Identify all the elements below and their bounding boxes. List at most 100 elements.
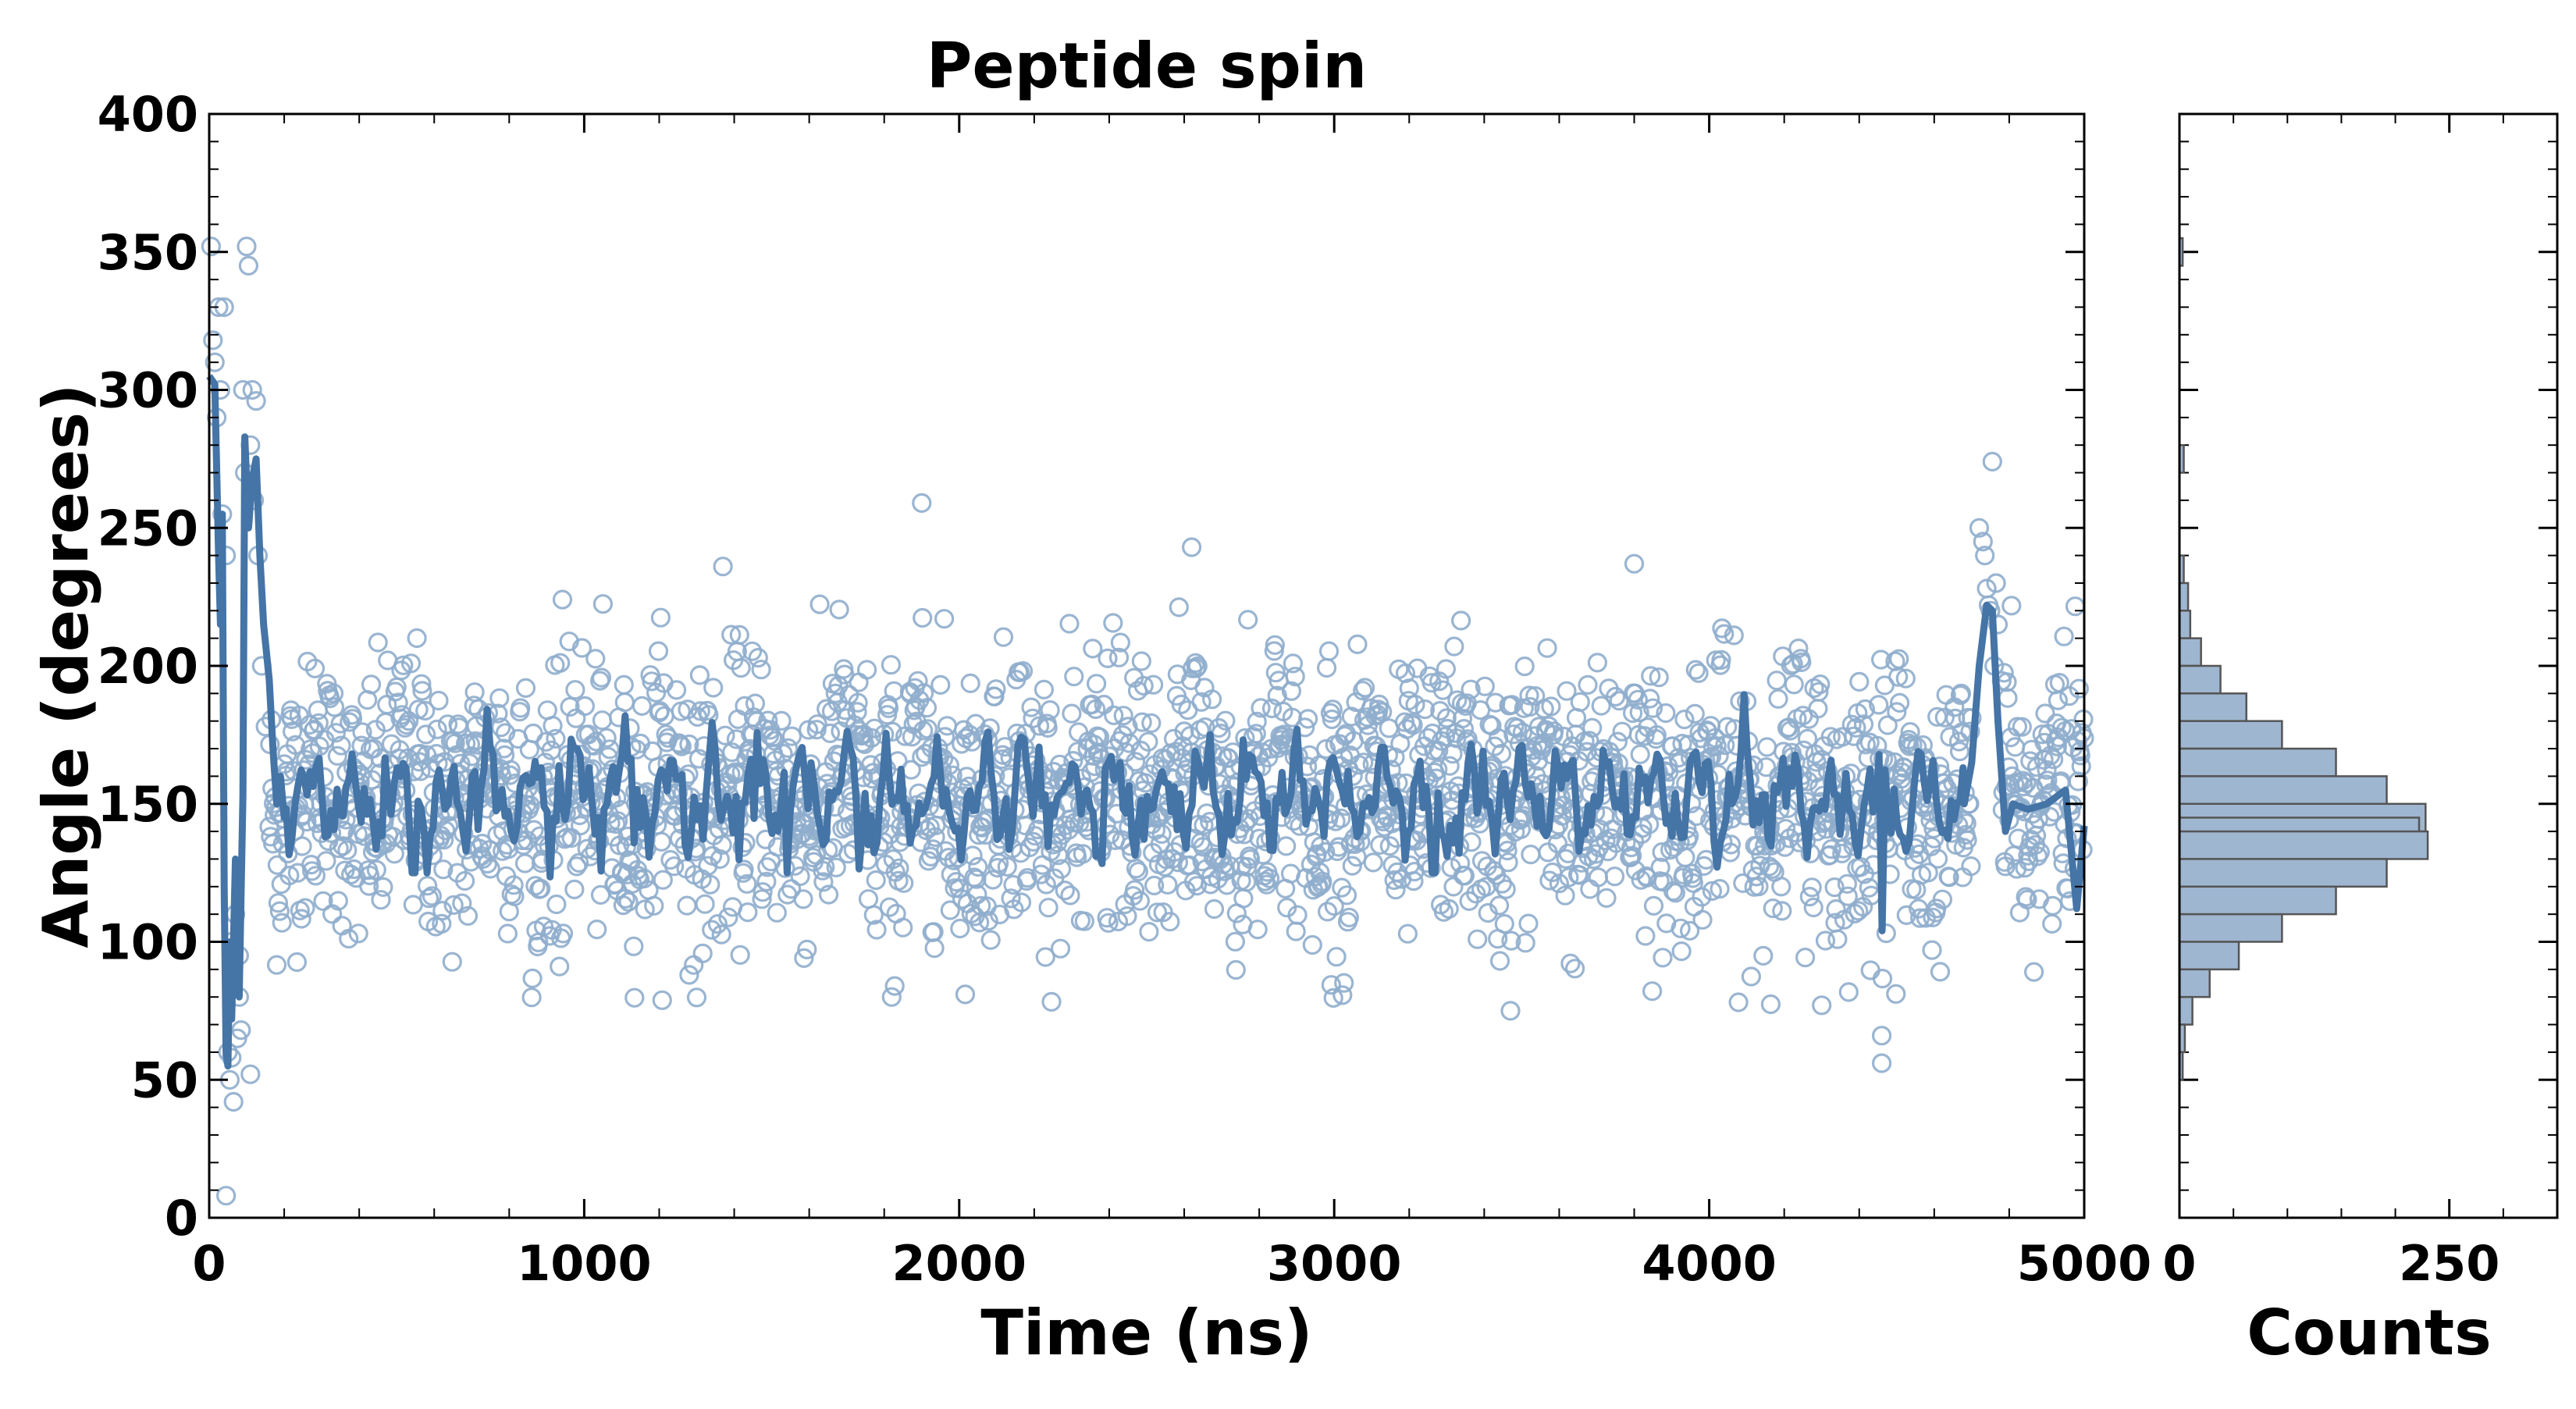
scatter-point — [1709, 745, 1729, 766]
scatter-point — [240, 1064, 261, 1084]
scatter-point — [1363, 852, 1383, 873]
scatter-point — [1987, 614, 2008, 635]
scatter-point — [1055, 815, 1076, 836]
scatter-point — [514, 853, 535, 874]
scatter-point — [1692, 887, 1712, 907]
scatter-point — [1692, 909, 1713, 930]
scatter-point — [1089, 727, 1110, 747]
x-tick-label: 2000 — [892, 1235, 1027, 1292]
scatter-point — [1489, 895, 1510, 916]
x-tick-label: 1000 — [517, 1235, 652, 1292]
scatter-point — [1404, 870, 1424, 891]
scatter-point — [1055, 881, 1075, 901]
scatter-point — [1247, 711, 1267, 732]
scatter-point — [864, 718, 884, 738]
scatter-point — [1557, 681, 1577, 701]
scatter-point — [624, 987, 645, 1008]
scatter-point — [1675, 847, 1695, 867]
scatter-point — [1030, 864, 1051, 884]
scatter-point — [1629, 702, 1649, 723]
scatter-point — [1624, 553, 1645, 574]
scatter-point — [592, 594, 614, 614]
y-axis-label: Angle (degrees) — [30, 383, 102, 948]
scatter-point — [398, 710, 419, 731]
histogram-bar — [2178, 775, 2388, 806]
scatter-point — [205, 352, 225, 372]
scatter-point — [569, 852, 589, 874]
scatter-point — [1710, 878, 1730, 899]
scatter-point — [826, 857, 846, 877]
scatter-point — [1642, 981, 1663, 1002]
scatter-point — [495, 723, 516, 743]
scatter-point — [433, 859, 454, 880]
x-axis-label: Time (ns) — [980, 1297, 1312, 1369]
scatter-point — [1588, 867, 1609, 888]
histogram-bar — [2178, 830, 2429, 860]
scatter-point — [452, 893, 472, 913]
scatter-point — [778, 738, 799, 759]
scatter-point — [352, 722, 372, 742]
scatter-point — [1001, 888, 1021, 909]
scatter-point — [1133, 675, 1154, 696]
scatter-point — [1451, 693, 1472, 713]
scatter-point — [721, 624, 742, 645]
y-tick-label: 300 — [98, 362, 198, 419]
scatter-point — [1240, 849, 1261, 870]
scatter-point — [429, 690, 449, 711]
scatter-point — [866, 870, 886, 891]
scatter-point — [1728, 992, 1749, 1012]
scatter-point — [1215, 710, 1236, 731]
scatter-point — [702, 920, 722, 940]
scatter-point — [1130, 891, 1151, 911]
scatter-point — [266, 955, 287, 975]
scatter-point — [1889, 649, 1909, 669]
scatter-point — [1579, 731, 1599, 751]
scatter-point — [879, 897, 900, 917]
scatter-point — [1706, 736, 1727, 756]
scatter-point — [432, 900, 453, 921]
scatter-point — [1680, 920, 1700, 941]
scatter-point — [1998, 688, 2018, 708]
scatter-point — [1564, 959, 1585, 979]
scatter-point — [1848, 901, 1869, 921]
scatter-point — [984, 686, 1005, 706]
scatter-point — [1957, 830, 1977, 850]
scatter-point — [570, 815, 591, 836]
scatter-point — [614, 692, 635, 713]
scatter-point — [751, 660, 771, 680]
scatter-point — [552, 589, 573, 610]
scatter-point — [1132, 712, 1152, 732]
scatter-point — [500, 760, 521, 780]
scatter-point — [729, 624, 749, 646]
scatter-point — [1776, 819, 1796, 839]
scatter-point — [1397, 923, 1418, 944]
scatter-point — [818, 884, 839, 905]
scatter-point — [1869, 695, 1889, 715]
scatter-point — [1876, 923, 1896, 944]
scatter-point — [679, 965, 699, 985]
scatter-point — [480, 859, 500, 879]
scatter-point — [710, 849, 730, 870]
scatter-point — [1724, 625, 1744, 646]
scatter-point — [1276, 836, 1297, 856]
scatter-point — [1225, 931, 1246, 952]
scatter-point — [692, 943, 713, 964]
scatter-point — [1461, 679, 1481, 699]
scatter-point — [2068, 771, 2088, 792]
histogram-bar — [2178, 720, 2283, 750]
scatter-point — [1141, 713, 1162, 733]
scatter-point — [1809, 681, 1829, 702]
scatter-point — [1233, 888, 1254, 909]
scatter-point — [1652, 841, 1672, 863]
scatter-point — [1860, 960, 1880, 980]
scatter-point — [1038, 898, 1059, 918]
scatter-point — [1324, 895, 1344, 916]
scatter-point — [1649, 667, 1669, 688]
scatter-point — [1494, 913, 1514, 934]
scatter-point — [881, 987, 902, 1007]
scatter-point — [1471, 851, 1493, 871]
scatter-point — [1128, 861, 1149, 882]
scatter-point — [1138, 731, 1158, 752]
scatter-point — [1663, 881, 1684, 902]
